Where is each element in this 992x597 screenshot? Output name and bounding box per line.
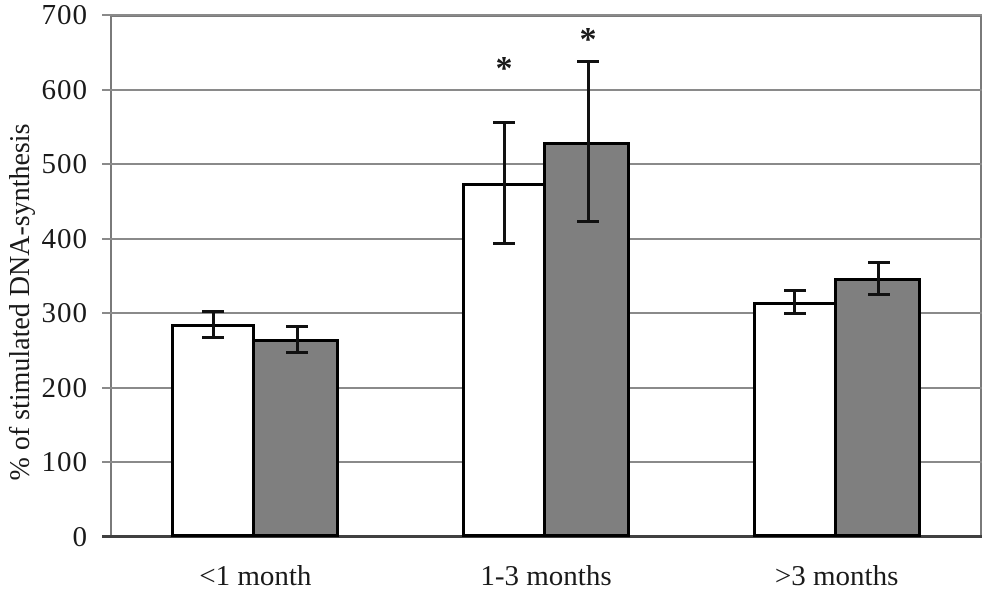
x-tick-label-2: 1-3 months — [480, 560, 612, 592]
y-tick-label-400: 400 — [41, 222, 88, 255]
error-cap-bottom-open-bars-2 — [493, 241, 515, 245]
y-tick-label-600: 600 — [41, 73, 88, 106]
y-tick-label-200: 200 — [41, 371, 88, 404]
significance-asterisk-2: * — [579, 20, 597, 58]
error-bar-gray-bars-3 — [877, 261, 881, 295]
bar-open-bars-1 — [171, 324, 256, 537]
y-axis-tick-300 — [102, 312, 110, 315]
x-tick-label-1: <1 month — [199, 560, 312, 592]
y-tick-label-100: 100 — [41, 446, 88, 479]
y-axis-title: % of stimulated DNA-synthesis — [5, 123, 36, 481]
error-cap-bottom-open-bars-3 — [783, 312, 806, 316]
y-axis-tick-600 — [102, 88, 110, 91]
error-cap-top-open-bars-1 — [202, 310, 225, 314]
error-cap-bottom-gray-bars-1 — [286, 350, 309, 354]
y-axis-tick-500 — [102, 163, 110, 166]
error-cap-bottom-gray-bars-2 — [577, 220, 599, 224]
error-bar-open-bars-2 — [502, 121, 506, 244]
error-cap-top-open-bars-2 — [493, 120, 515, 124]
y-tick-label-700: 700 — [41, 0, 88, 31]
y-tick-label-300: 300 — [41, 297, 88, 330]
error-cap-top-gray-bars-3 — [867, 260, 890, 264]
gridline-600 — [110, 88, 982, 91]
error-cap-top-open-bars-3 — [783, 289, 806, 293]
y-axis-tick-100 — [102, 461, 110, 464]
y-axis-tick-200 — [102, 386, 110, 389]
error-bar-gray-bars-1 — [295, 325, 299, 353]
significance-asterisk-1: * — [495, 49, 513, 87]
plot-area-frame — [110, 15, 982, 537]
error-cap-top-gray-bars-2 — [577, 60, 599, 64]
error-cap-bottom-open-bars-1 — [202, 335, 225, 339]
error-cap-bottom-gray-bars-3 — [867, 292, 890, 296]
gridline-700 — [110, 14, 982, 16]
error-bar-open-bars-1 — [211, 311, 215, 338]
x-tick-label-3: >3 months — [774, 560, 899, 592]
error-bar-gray-bars-2 — [586, 61, 590, 223]
y-tick-label-500: 500 — [41, 148, 88, 181]
error-bar-open-bars-3 — [793, 290, 797, 315]
bar-gray-bars-1 — [252, 339, 340, 537]
error-cap-top-gray-bars-1 — [286, 324, 309, 328]
bar-gray-bars-3 — [833, 278, 921, 537]
y-axis-tick-700 — [102, 14, 110, 16]
bar-open-bars-3 — [752, 302, 837, 537]
y-tick-label-0: 0 — [72, 521, 88, 553]
y-axis-tick-400 — [102, 237, 110, 240]
